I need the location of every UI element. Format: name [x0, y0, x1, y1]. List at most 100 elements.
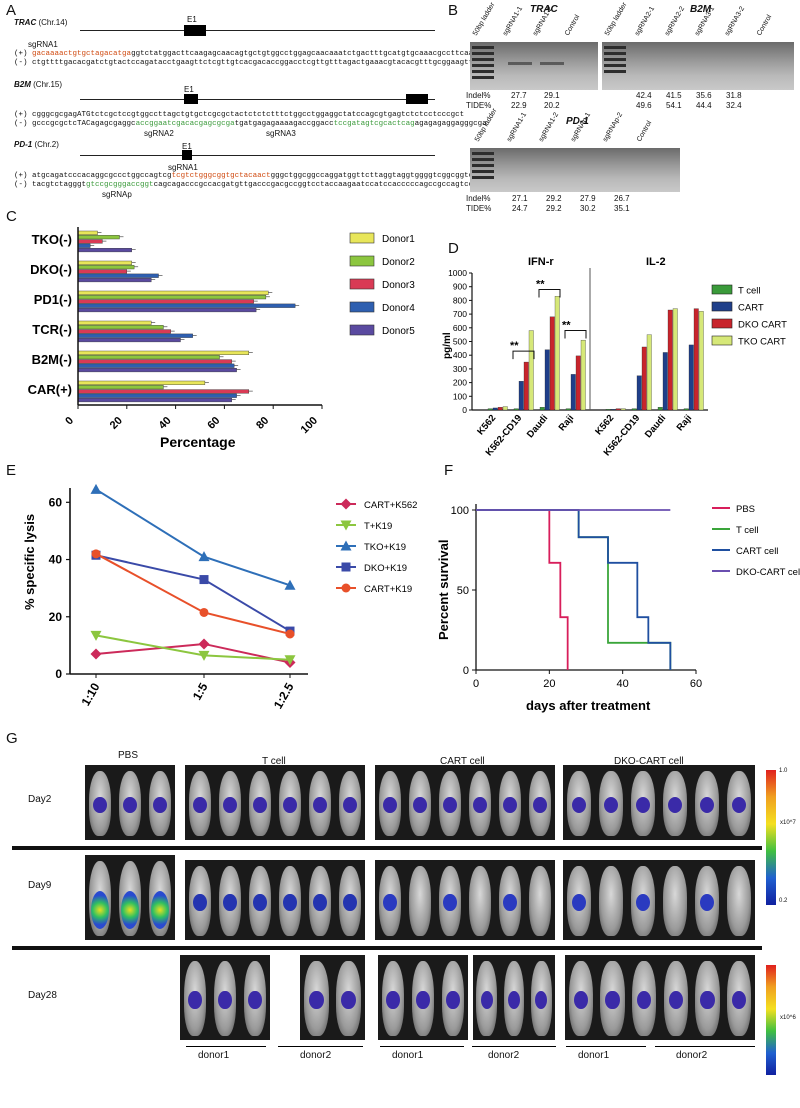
marker-triangle [340, 540, 352, 551]
marker-triangle [90, 483, 102, 494]
group-title: IL-2 [646, 256, 666, 268]
bioluminescence-signal [699, 796, 715, 813]
gel-trac-title: TRAC [530, 4, 558, 15]
bioluminescence-signal [443, 893, 457, 912]
legend-label: T cell [738, 286, 761, 297]
bioluminescence-signal [223, 893, 237, 912]
image-day2-tcell [185, 765, 365, 840]
significance-bracket [538, 288, 561, 298]
b2m-title: B2M (Chr.15) [14, 80, 63, 89]
panel-label-c: C [6, 208, 17, 225]
bioluminescence-signal [343, 796, 357, 813]
bioluminescence-signal [667, 796, 683, 813]
group-title: IFN-r [528, 256, 554, 268]
survival-curve-t-cell [476, 509, 672, 670]
category-label: PD1(-) [34, 292, 72, 307]
x-axis-title: Percentage [160, 434, 236, 450]
mouse [468, 866, 492, 936]
marker-diamond [90, 648, 102, 660]
bar-donor1 [77, 230, 98, 235]
bar-tko-cart [646, 334, 652, 411]
gel-b2m-image [602, 42, 794, 90]
legend-label: CART cell [736, 546, 778, 557]
gel-pd1-lane-5: sgRNAp-2 [601, 111, 625, 143]
bar-dko-cart [693, 308, 699, 411]
x-tick-label: 1:10 [78, 680, 102, 708]
bioluminescence-signal [503, 796, 517, 813]
legend-swatch [349, 301, 375, 313]
image-day28-cart-d2 [473, 955, 555, 1040]
bioluminescence-signal [605, 990, 620, 1010]
y-tick-label: 600 [453, 323, 467, 333]
bar-donor4 [77, 363, 235, 368]
panel-label-g: G [6, 730, 18, 747]
bar-donor1 [77, 350, 250, 355]
bioluminescence-signal [93, 796, 107, 813]
legend-swatch [349, 232, 375, 244]
bioluminescence-signal [635, 796, 651, 813]
legend-label: CART+K19 [364, 584, 412, 595]
legend-swatch [711, 301, 733, 312]
mouse [598, 866, 624, 936]
donor-label-4: donor2 [488, 1050, 520, 1061]
gel-b2m-lane-5: sgRNA3-2 [723, 5, 747, 37]
bar-cart [570, 374, 576, 411]
x-tick-label: 1:2.5 [271, 680, 297, 711]
group-label-cart: CART cell [440, 756, 485, 767]
bioluminescence-signal [699, 893, 715, 912]
chart-e: 0 20 40 60 % specific lysis 1:10 1:5 1:2.5 CART+… [22, 483, 417, 711]
bar-donor3 [77, 359, 232, 364]
legend-label: Donor2 [382, 257, 415, 268]
donor-label-5: donor1 [578, 1050, 610, 1061]
significance-bracket [512, 350, 535, 360]
y-axis-title: pg/ml [442, 332, 453, 359]
y-tick-label: 1000 [448, 268, 467, 278]
bar-donor4 [77, 333, 193, 338]
y-axis-title: % specific lysis [22, 514, 37, 610]
bioluminescence-signal [123, 796, 137, 813]
bioluminescence-signal [668, 990, 683, 1010]
x-tick-label: Daudi [643, 413, 668, 440]
significance-label: ** [536, 278, 545, 290]
x-tick-label: K562 [593, 413, 616, 437]
bar-donor1 [77, 380, 206, 385]
bar-t-cell [513, 408, 519, 411]
bar-donor3 [77, 329, 171, 334]
x-tick-label: 20 [108, 415, 125, 432]
bioluminescence-signal [308, 990, 324, 1010]
bioluminescence-signal [603, 796, 619, 813]
bioluminescence-signal [253, 796, 267, 813]
x-tick-label: Raji [675, 413, 695, 433]
marker-circle [285, 629, 295, 639]
legend-swatch [349, 255, 375, 267]
panel-label-b: B [448, 2, 459, 19]
mouse [662, 866, 688, 936]
bar-donor3 [77, 239, 103, 244]
mouse [726, 866, 752, 936]
bioluminescence-signal [383, 893, 397, 912]
sgrna3-label: sgRNA3 [266, 129, 296, 138]
chart-f: 0 50 100 0 20 40 60 Percent survival days after … [436, 504, 800, 713]
legend-label: CART+K562 [364, 500, 417, 511]
y-tick-label: 700 [453, 309, 467, 319]
bioluminescence-signal [507, 990, 521, 1010]
bar-donor1 [77, 260, 132, 265]
y-axis-title: Percent survival [436, 540, 451, 640]
legend-label: T+K19 [364, 521, 392, 532]
bar-donor5 [77, 248, 132, 253]
image-day28-tcell-d2 [300, 955, 365, 1040]
y-tick-label: 800 [453, 295, 467, 305]
x-tick-label: K562 [475, 413, 498, 437]
y-tick-label: 100 [453, 391, 467, 401]
bioluminescence-signal [571, 893, 587, 912]
bioluminescence-signal [121, 890, 139, 929]
bioluminescence-signal [253, 893, 267, 912]
bioluminescence-signal [91, 890, 109, 929]
bar-cart [518, 381, 524, 411]
gel-pd1-image [470, 148, 680, 192]
sgrnap-label: sgRNAp [102, 190, 132, 199]
significance-label: ** [510, 340, 519, 352]
x-tick-label: 40 [157, 415, 174, 432]
sgrna1-label: sgRNA1 [28, 40, 58, 49]
y-tick-label: 60 [49, 495, 63, 509]
